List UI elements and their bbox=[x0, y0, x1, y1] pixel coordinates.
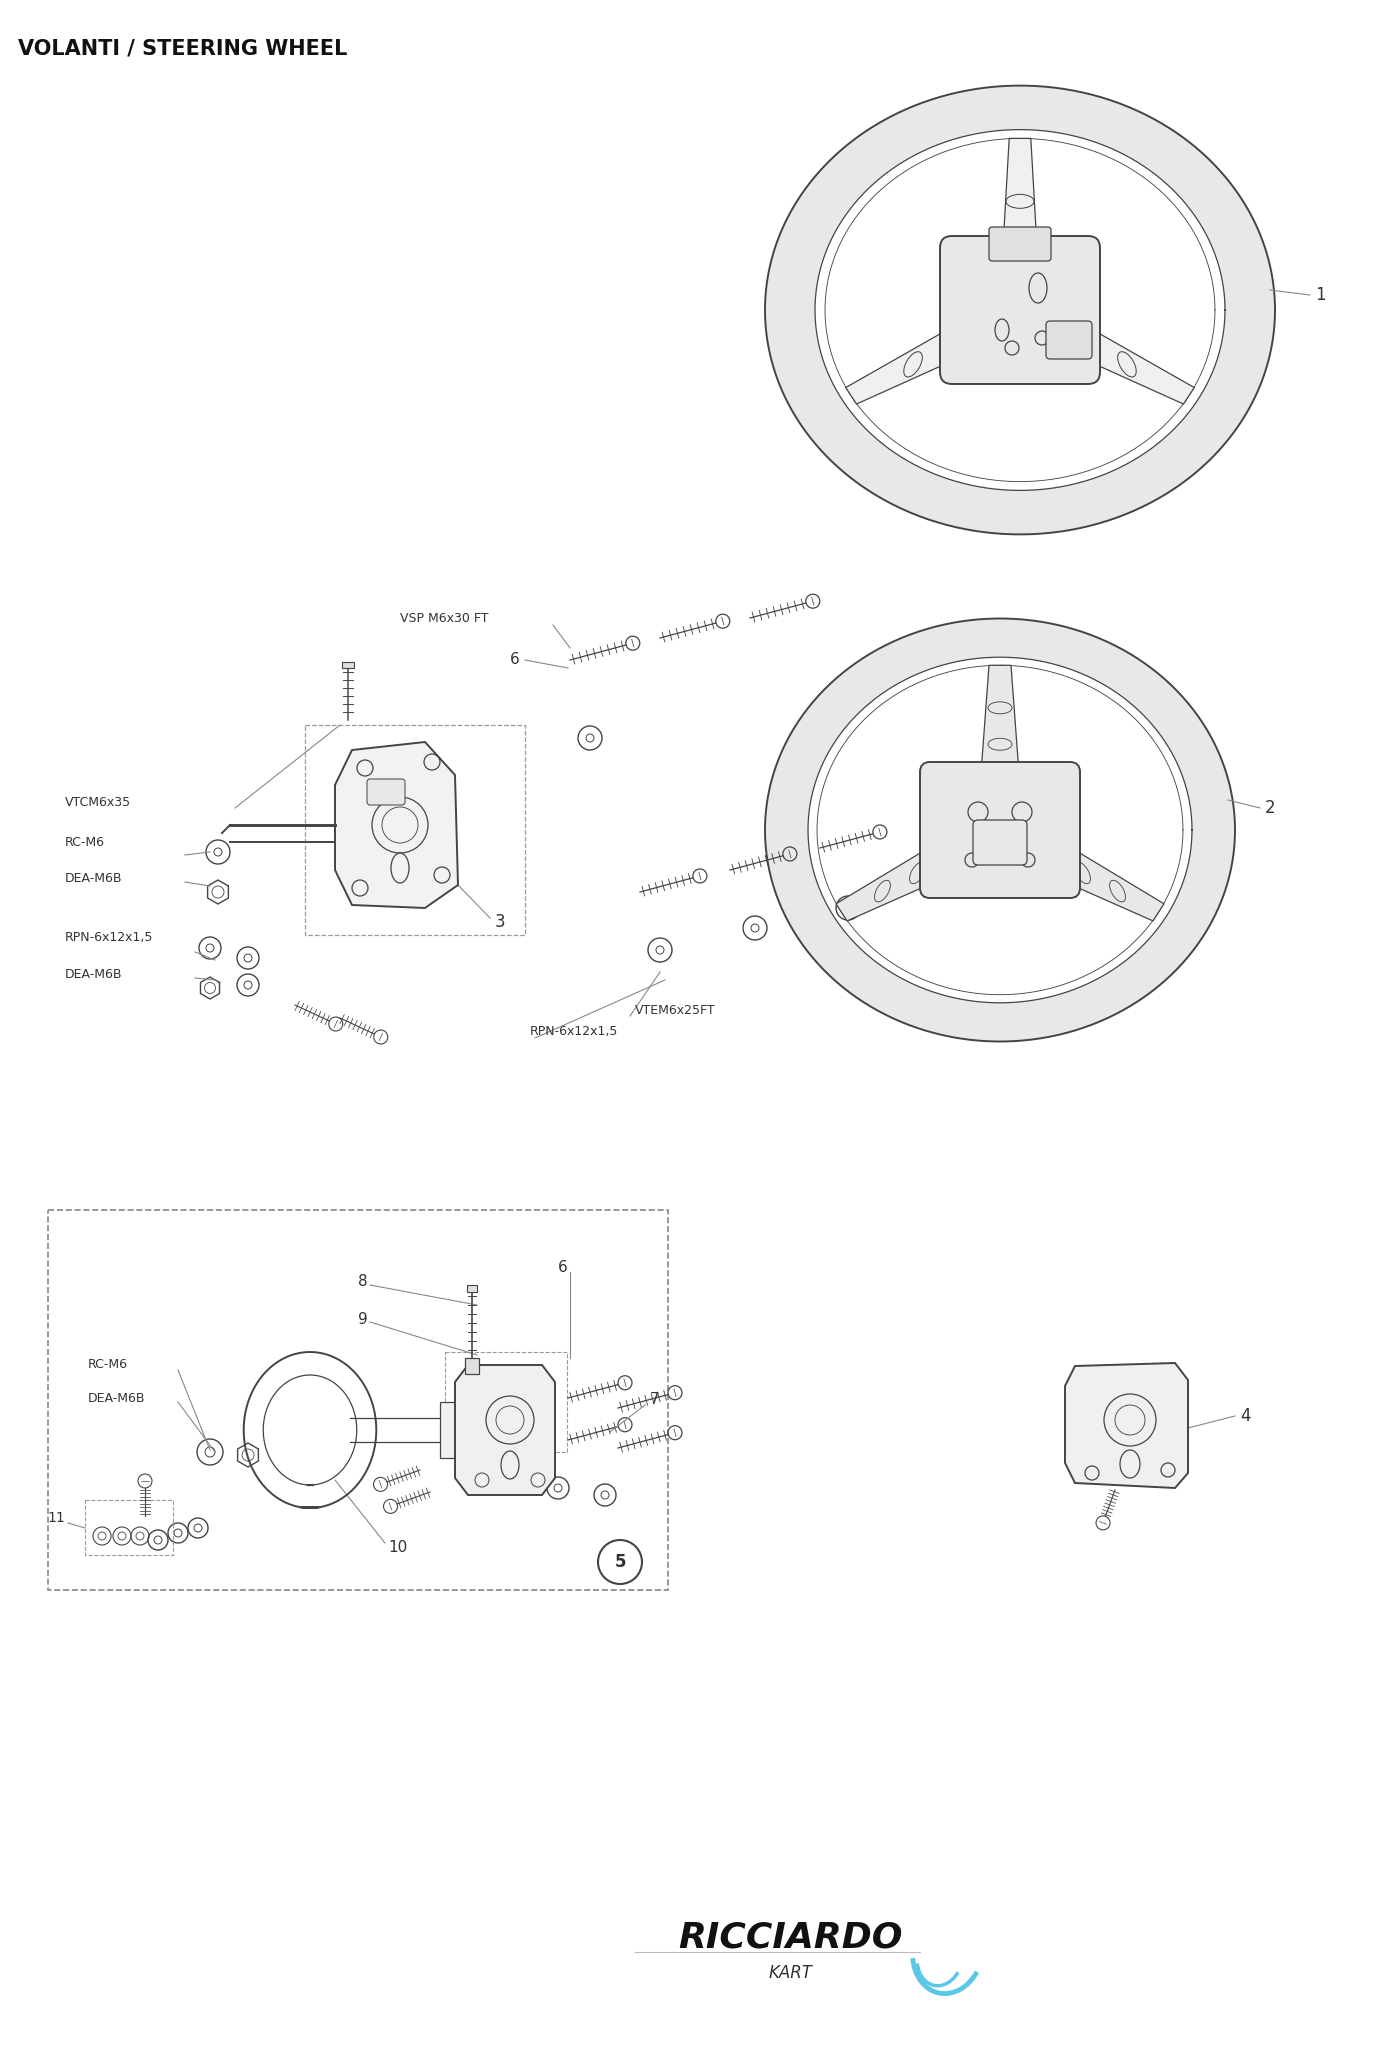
Text: RPN-6x12x1,5: RPN-6x12x1,5 bbox=[531, 1025, 619, 1039]
Text: KART: KART bbox=[769, 1964, 812, 1981]
Text: VSP M6x30 FT: VSP M6x30 FT bbox=[400, 611, 489, 625]
PathPatch shape bbox=[764, 619, 1235, 1041]
FancyBboxPatch shape bbox=[1046, 321, 1092, 358]
FancyBboxPatch shape bbox=[920, 762, 1079, 898]
Text: VOLANTI / STEERING WHEEL: VOLANTI / STEERING WHEEL bbox=[18, 37, 347, 58]
Polygon shape bbox=[1032, 836, 1163, 921]
Text: VTEM6x25FT: VTEM6x25FT bbox=[636, 1004, 715, 1016]
Text: RPN-6x12x1,5: RPN-6x12x1,5 bbox=[64, 932, 154, 944]
Bar bbox=[445, 1352, 567, 1451]
Text: 6: 6 bbox=[510, 652, 519, 667]
Polygon shape bbox=[846, 319, 984, 404]
Text: 6: 6 bbox=[559, 1261, 568, 1275]
Text: 10: 10 bbox=[388, 1540, 407, 1555]
Bar bbox=[85, 1501, 174, 1555]
FancyBboxPatch shape bbox=[367, 778, 405, 805]
Text: 4: 4 bbox=[1240, 1408, 1250, 1424]
Polygon shape bbox=[836, 836, 969, 921]
Text: 11: 11 bbox=[48, 1511, 64, 1526]
Text: 3: 3 bbox=[496, 913, 505, 932]
PathPatch shape bbox=[764, 85, 1275, 534]
FancyBboxPatch shape bbox=[988, 228, 1051, 261]
Bar bbox=[305, 724, 525, 936]
Polygon shape bbox=[980, 664, 1021, 787]
Text: 1: 1 bbox=[1315, 286, 1326, 304]
Text: 7: 7 bbox=[650, 1393, 659, 1408]
Polygon shape bbox=[1056, 319, 1194, 404]
Polygon shape bbox=[335, 741, 458, 909]
Text: 5: 5 bbox=[615, 1552, 626, 1571]
Text: DEA-M6B: DEA-M6B bbox=[64, 969, 123, 981]
Text: RICCIARDO: RICCIARDO bbox=[678, 1921, 902, 1954]
Text: DEA-M6B: DEA-M6B bbox=[88, 1391, 146, 1406]
FancyBboxPatch shape bbox=[973, 820, 1028, 865]
Text: 9: 9 bbox=[358, 1312, 368, 1327]
Bar bbox=[48, 1211, 668, 1590]
FancyBboxPatch shape bbox=[465, 1358, 479, 1374]
Polygon shape bbox=[1065, 1362, 1189, 1488]
Text: DEA-M6B: DEA-M6B bbox=[64, 871, 123, 884]
Text: RC-M6: RC-M6 bbox=[64, 836, 105, 849]
FancyBboxPatch shape bbox=[939, 236, 1100, 385]
Polygon shape bbox=[1002, 139, 1037, 265]
FancyBboxPatch shape bbox=[468, 1285, 477, 1292]
Text: 2: 2 bbox=[1266, 799, 1275, 818]
Text: RC-M6: RC-M6 bbox=[88, 1358, 127, 1372]
Polygon shape bbox=[455, 1364, 554, 1495]
FancyBboxPatch shape bbox=[342, 662, 354, 669]
FancyBboxPatch shape bbox=[440, 1401, 458, 1457]
Text: 8: 8 bbox=[358, 1275, 368, 1290]
Text: VTCM6x35: VTCM6x35 bbox=[64, 795, 132, 809]
